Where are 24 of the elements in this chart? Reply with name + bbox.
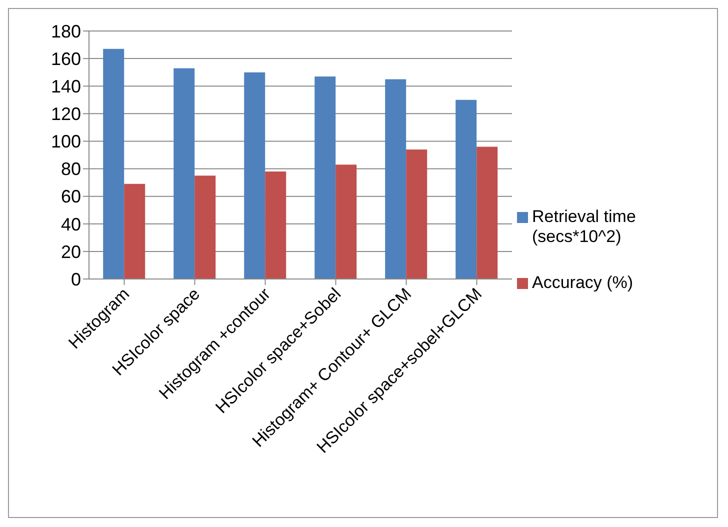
bar [385, 79, 406, 279]
bar [244, 72, 266, 279]
bar [103, 48, 124, 279]
y-tick-label: 60 [60, 186, 81, 207]
bar [124, 184, 146, 279]
bar [456, 100, 477, 279]
y-tick-label: 160 [50, 48, 81, 69]
bar [314, 76, 336, 279]
bar [174, 68, 195, 279]
y-tick-label: 100 [50, 132, 81, 152]
y-tick-label: 120 [50, 104, 81, 124]
bar [476, 146, 498, 279]
legend-label: Accuracy (%) [532, 273, 634, 293]
bar [265, 172, 286, 279]
y-tick-label: 40 [60, 214, 81, 234]
y-tick-label: 180 [50, 21, 81, 42]
y-tick-label: 140 [50, 76, 81, 96]
bar [194, 176, 216, 279]
bar [406, 149, 428, 279]
y-tick-label: 20 [60, 242, 81, 262]
legend-label: Retrieval time (secs*10^2) [532, 207, 637, 247]
y-tick-label: 0 [70, 269, 81, 290]
bar [336, 164, 357, 279]
y-tick-label: 80 [60, 159, 81, 180]
